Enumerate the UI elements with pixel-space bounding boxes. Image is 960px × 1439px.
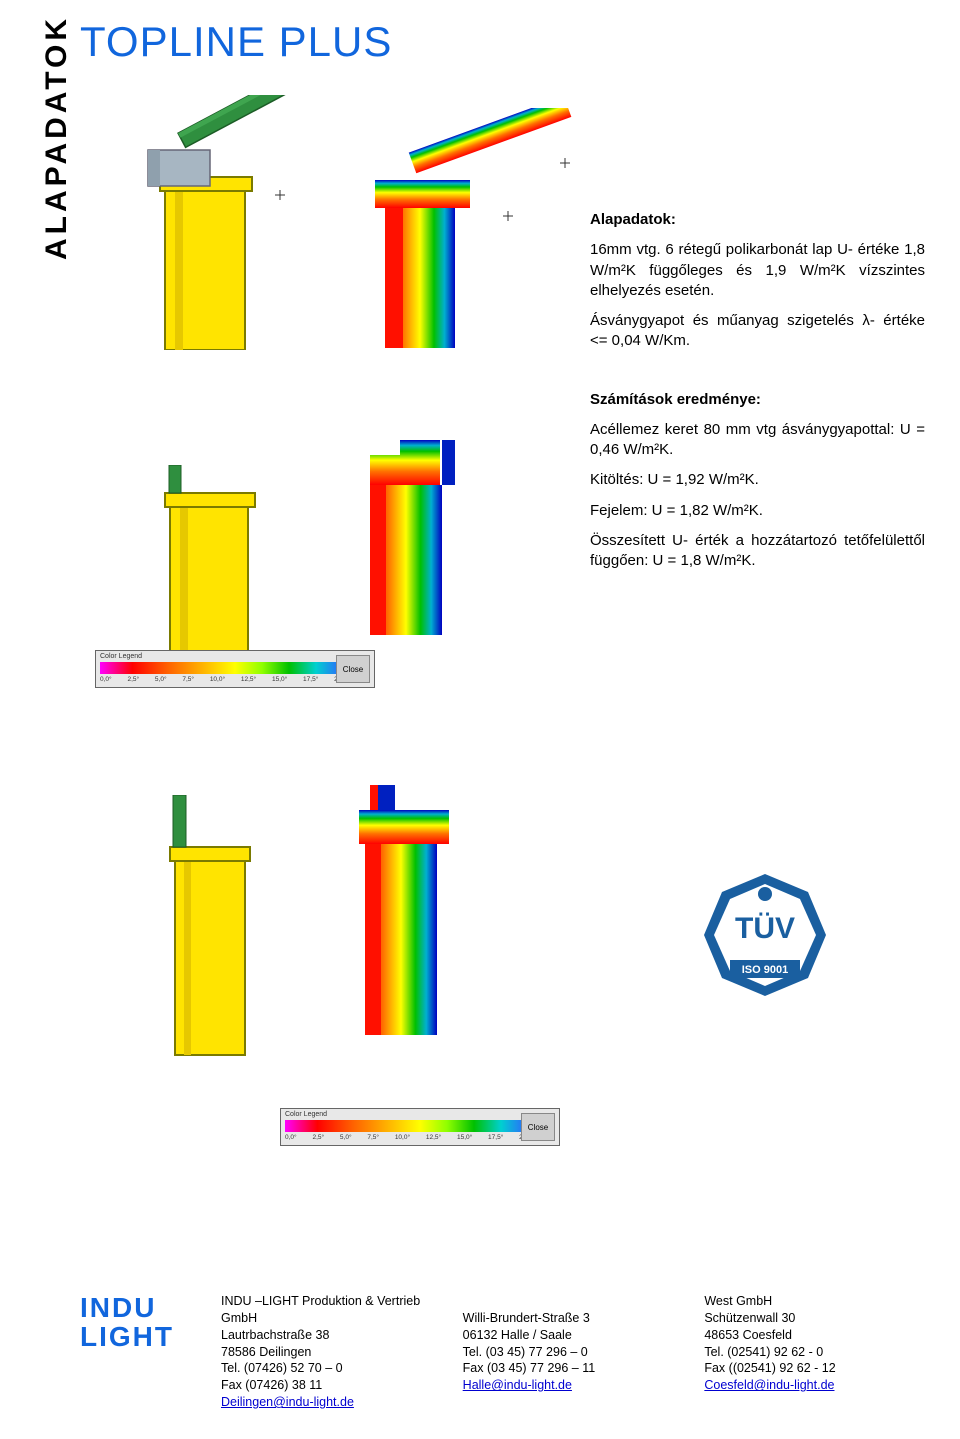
thermal-diagram-3 [325,785,540,1035]
footer: INDU LIGHT INDU –LIGHT Produktion & Vert… [80,1293,920,1411]
legend-close-button[interactable]: Close [521,1113,555,1141]
legend-title: Color Legend [100,653,370,660]
tuv-badge: TÜV ISO 9001 [700,870,830,1000]
legend-bar [285,1120,555,1132]
logo-line2: LIGHT [80,1322,195,1351]
footer-col-1: INDU –LIGHT Produktion & Vertrieb GmbH L… [221,1293,437,1411]
footer-link-2[interactable]: Halle@indu-light.de [463,1378,572,1392]
section2-p1: Acéllemez keret 80 mm vtg ásványgyapotta… [590,420,925,461]
color-legend-1: Color Legend 0,0° 2,5° 5,0° 7,5° 10,0° 1… [95,650,375,688]
thermal-diagram-2 [325,430,550,635]
legend-close-button[interactable]: Close [336,655,370,683]
footer-link-3[interactable]: Coesfeld@indu-light.de [704,1378,834,1392]
legend-ticks: 0,0° 2,5° 5,0° 7,5° 10,0° 12,5° 15,0° 17… [285,1134,555,1141]
page-title: TOPLINE PLUS [80,18,392,66]
section2-p3: Fejelem: U = 1,82 W/m²K. [590,501,925,521]
side-section-label: ALAPADATOK [40,15,74,260]
legend-ticks: 0,0° 2,5° 5,0° 7,5° 10,0° 12,5° 15,0° 17… [100,676,370,683]
logo-line1: INDU [80,1293,195,1322]
svg-text:ISO 9001: ISO 9001 [742,964,788,976]
section2-p4: Összesített U- érték a hozzátartozó tető… [590,531,925,572]
section2-p2: Kitöltés: U = 1,92 W/m²K. [590,470,925,490]
section1-p1: 16mm vtg. 6 rétegű polikarbonát lap U- é… [590,240,925,301]
cad-diagram-2 [125,465,300,665]
footer-logo: INDU LIGHT [80,1293,195,1411]
thermal-diagram-1 [355,108,580,353]
section2-heading: Számítások eredménye: [590,390,925,410]
section1-p2: Ásványgyapot és műanyag szigetelés λ- ér… [590,311,925,352]
footer-link-1[interactable]: Deilingen@indu-light.de [221,1395,354,1409]
color-legend-2: Color Legend 0,0° 2,5° 5,0° 7,5° 10,0° 1… [280,1108,560,1146]
cad-diagram-3 [140,795,300,1060]
section1-heading: Alapadatok: [590,210,925,230]
legend-title: Color Legend [285,1111,555,1118]
footer-col-2: Willi-Brundert-Straße 3 06132 Halle / Sa… [463,1293,679,1411]
svg-text:TÜV: TÜV [735,912,795,945]
legend-bar [100,662,370,674]
cad-diagram-1 [130,95,335,350]
footer-col-3: West GmbH Schützenwall 30 48653 Coesfeld… [704,1293,920,1411]
text-content: Alapadatok: 16mm vtg. 6 rétegű polikarbo… [590,210,925,581]
